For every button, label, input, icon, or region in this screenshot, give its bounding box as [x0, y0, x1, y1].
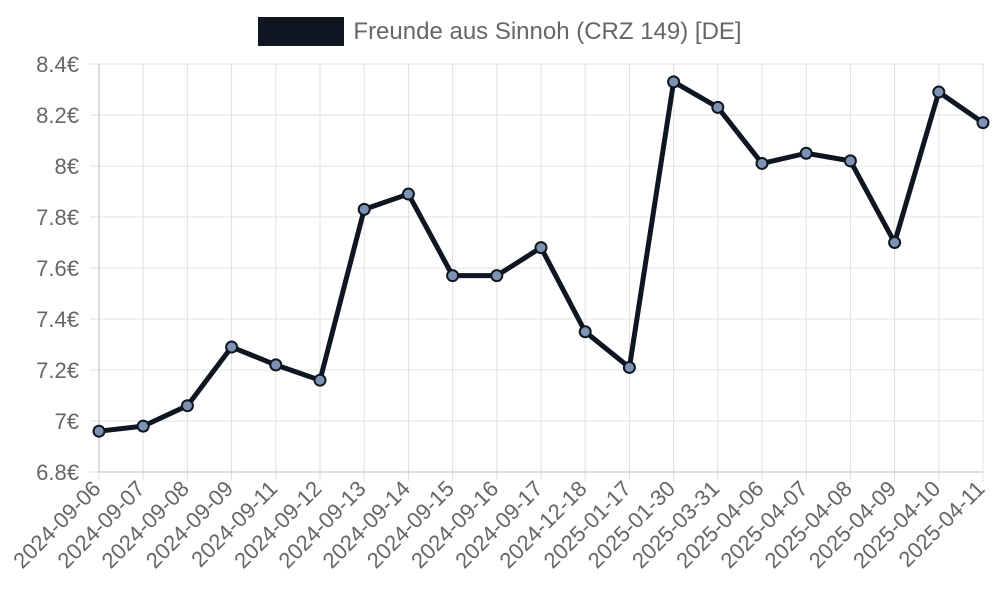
data-point	[225, 340, 239, 354]
data-point	[932, 85, 946, 99]
data-point	[136, 419, 150, 433]
data-point	[755, 156, 769, 170]
y-tick-label: 7.8€	[36, 205, 79, 230]
legend-swatch	[258, 17, 345, 46]
data-point	[180, 399, 194, 413]
y-tick-label: 7.6€	[36, 256, 79, 281]
data-point	[92, 424, 106, 438]
y-tick-label: 8€	[55, 154, 79, 179]
data-point	[490, 269, 504, 283]
y-tick-label: 8.2€	[36, 103, 79, 128]
data-point	[667, 75, 681, 89]
legend[interactable]: Freunde aus Sinnoh (CRZ 149) [DE]	[0, 17, 1000, 46]
data-point	[711, 100, 725, 114]
data-point	[799, 146, 813, 160]
legend-label: Freunde aus Sinnoh (CRZ 149) [DE]	[353, 17, 742, 45]
y-tick-label: 6.8€	[36, 460, 79, 485]
data-point	[843, 154, 857, 168]
y-tick-label: 7.4€	[36, 307, 79, 332]
data-point	[534, 241, 548, 255]
y-tick-label: 8.4€	[36, 52, 79, 77]
data-point	[357, 202, 371, 216]
data-point	[401, 187, 415, 201]
data-point	[888, 236, 902, 249]
y-tick-label: 7€	[55, 409, 79, 434]
y-tick-label: 7.2€	[36, 358, 79, 383]
data-point	[313, 373, 327, 387]
data-point	[446, 269, 460, 283]
data-point	[976, 116, 990, 130]
data-point	[578, 325, 592, 339]
data-point	[622, 360, 636, 374]
data-point	[269, 358, 283, 372]
